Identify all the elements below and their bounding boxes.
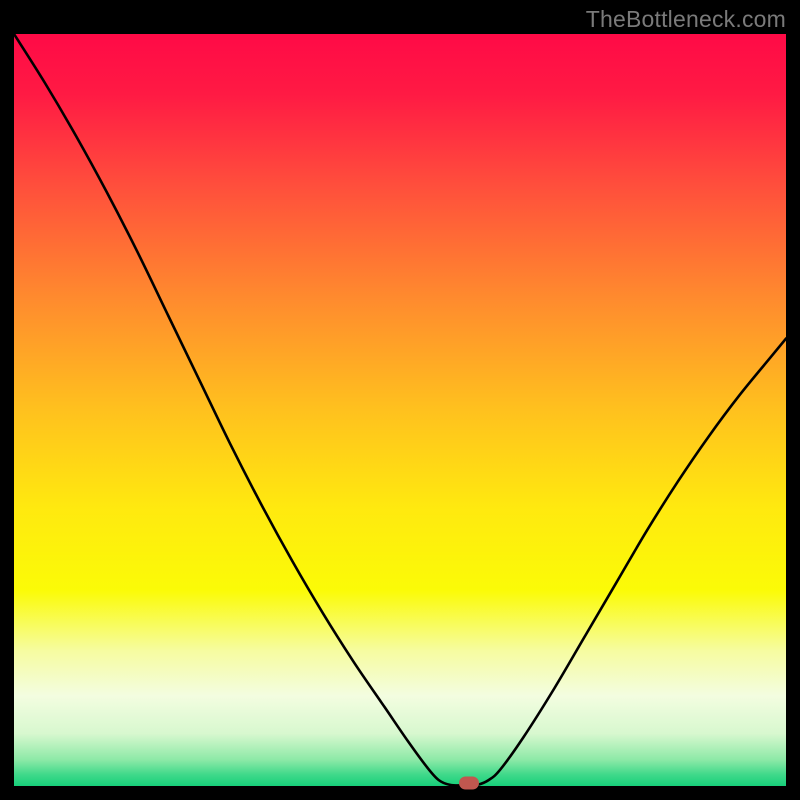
plot-area <box>14 34 786 786</box>
bottleneck-curve <box>14 34 786 786</box>
watermark-text: TheBottleneck.com <box>586 6 786 33</box>
bottleneck-marker <box>459 776 479 789</box>
